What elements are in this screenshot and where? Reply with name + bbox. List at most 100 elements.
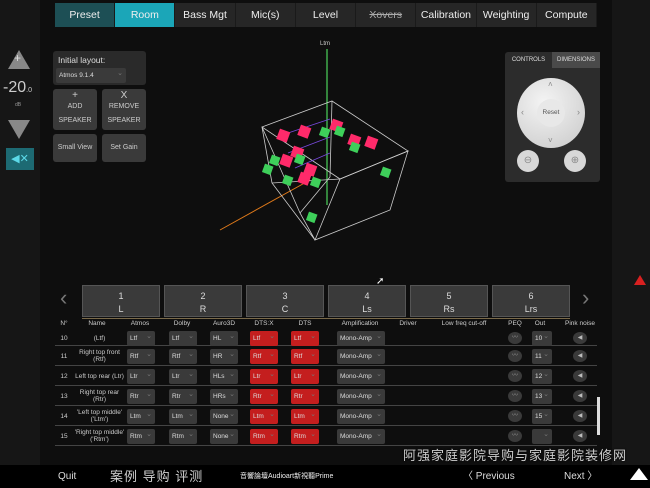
room-3d-view[interactable]: Ltm [200,35,460,275]
remove-speaker-button[interactable]: X REMOVE SPEAKER [102,89,146,130]
auro-select[interactable]: HRs [210,388,238,404]
dts-select[interactable]: Ltr [291,368,319,384]
speaker-cube[interactable] [364,135,379,150]
peq-button[interactable]: 〰 [508,430,522,442]
dolby-select[interactable]: Rtf [169,348,197,364]
dtsx-select[interactable]: Ltm [250,408,278,424]
speaker-cube[interactable] [268,154,281,167]
speaker-cube[interactable] [293,153,306,166]
dtsx-select[interactable]: Ltr [250,368,278,384]
speaker-cube[interactable] [276,128,291,143]
auro-select[interactable]: None [210,428,238,444]
chevron-up-icon[interactable]: ˄ [548,80,553,89]
out-select[interactable]: 10 [532,330,552,346]
tab-dimensions[interactable]: DIMENSIONS [552,52,600,68]
small-view-button[interactable]: Small View [53,134,97,162]
speaker-tab-rs[interactable]: 5 Rs [410,285,488,317]
amp-select[interactable]: Mono-Amp [337,428,385,444]
volume-down-button[interactable] [8,120,30,139]
table-row[interactable]: 11 Right top front (Rtf) Rtf Rtf HR Rtf Rtf Mo… [55,346,597,366]
out-select[interactable]: 13 [532,388,552,404]
peq-button[interactable]: 〰 [508,350,522,362]
out-select[interactable] [532,428,552,444]
dts-select[interactable]: Rtr [291,388,319,404]
dtsx-select[interactable]: Ltf [250,330,278,346]
speakers-prev-arrow[interactable]: ‹ [60,285,68,310]
speaker-cube[interactable] [333,125,346,138]
tab-compute[interactable]: Compute [537,3,597,27]
auro-select[interactable]: HL [210,330,238,346]
dtsx-select[interactable]: Rtf [250,348,278,364]
dtsx-select[interactable]: Rtm [250,428,278,444]
table-row[interactable]: 12 Left top rear (Ltr)LtrLtrHLsLtrLtrMon… [55,366,597,386]
tab-xovers[interactable]: Xovers [356,3,417,27]
speaker-cube[interactable] [297,124,312,139]
speaker-cube[interactable] [281,174,294,187]
zoom-out-button[interactable]: ⊖ [517,150,539,172]
previous-button[interactable]: 〈 Previous [463,471,515,483]
reset-button[interactable]: Reset [537,99,565,127]
layout-select[interactable]: Atmos 9.1.4 [56,68,126,83]
speaker-cube[interactable] [379,166,392,179]
peq-button[interactable]: 〰 [508,390,522,402]
dolby-select[interactable]: Ltr [169,368,197,384]
dts-select[interactable]: Ltm [291,408,319,424]
tab-level[interactable]: Level [296,3,357,27]
warning-icon[interactable] [634,275,646,285]
speaker-cube[interactable] [305,211,318,224]
tab-bass-mgt[interactable]: Bass Mgt [175,3,236,27]
atmos-select[interactable]: Rtr [127,388,155,404]
speaker-cube[interactable] [261,163,274,176]
amp-select[interactable]: Mono-Amp [337,388,385,404]
auro-select[interactable]: None [210,408,238,424]
out-select[interactable]: 12 [532,368,552,384]
speaker-cube[interactable] [297,171,312,186]
speakers-next-arrow[interactable]: › [582,285,590,310]
table-row[interactable]: 13 Right top rear (Rtr) Rtr Rtr HRs Rtr Rtr Mo… [55,386,597,406]
amp-select[interactable]: Mono-Amp [337,408,385,424]
chevron-left-icon[interactable]: ‹ [521,107,524,117]
dolby-select[interactable]: Rtm [169,428,197,444]
tab-weighting[interactable]: Weighting [477,3,537,27]
atmos-select[interactable]: Rtm [127,428,155,444]
atmos-select[interactable]: Ltf [127,330,155,346]
chevron-right-icon[interactable]: › [577,107,580,117]
quit-button[interactable]: Quit [58,471,77,482]
auro-select[interactable]: HLs [210,368,238,384]
amp-select[interactable]: Mono-Amp [337,348,385,364]
pink-noise-button[interactable]: ◀ [573,390,587,402]
dtsx-select[interactable]: Rtr [250,388,278,404]
amp-select[interactable]: Mono-Amp [337,368,385,384]
dolby-select[interactable]: Ltm [169,408,197,424]
table-scrollbar[interactable] [597,397,600,435]
mute-button[interactable]: ◀✕ [6,148,34,170]
tab-preset[interactable]: Preset [55,3,116,27]
next-button[interactable]: Next 〉 [564,471,597,483]
atmos-select[interactable]: Rtf [127,348,155,364]
peq-button[interactable]: 〰 [508,410,522,422]
atmos-select[interactable]: Ltr [127,368,155,384]
table-row[interactable]: 14 'Left top middle' ('Ltm') Ltm Ltm None Lt… [55,406,597,426]
tab-mics[interactable]: Mic(s) [236,3,296,27]
speaker-tab-ls[interactable]: 4 Ls [328,285,406,317]
out-select[interactable]: 11 [532,348,552,364]
pink-noise-button[interactable]: ◀ [573,370,587,382]
amp-select[interactable]: Mono-Amp [337,330,385,346]
volume-up-button[interactable] [8,50,30,69]
set-gain-button[interactable]: Set Gain [102,134,146,162]
pink-noise-button[interactable]: ◀ [573,410,587,422]
zoom-in-button[interactable]: ⊕ [564,150,586,172]
dts-select[interactable]: Ltf [291,330,319,346]
out-select[interactable]: 15 [532,408,552,424]
pink-noise-button[interactable]: ◀ [573,350,587,362]
add-speaker-button[interactable]: + ADD SPEAKER [53,89,97,130]
pink-noise-button[interactable]: ◀ [573,430,587,442]
chevron-down-icon[interactable]: ˅ [548,136,553,145]
dolby-select[interactable]: Ltf [169,330,197,346]
tab-controls[interactable]: CONTROLS [511,57,546,63]
speaker-cube[interactable] [279,153,294,168]
atmos-select[interactable]: Ltm [127,408,155,424]
